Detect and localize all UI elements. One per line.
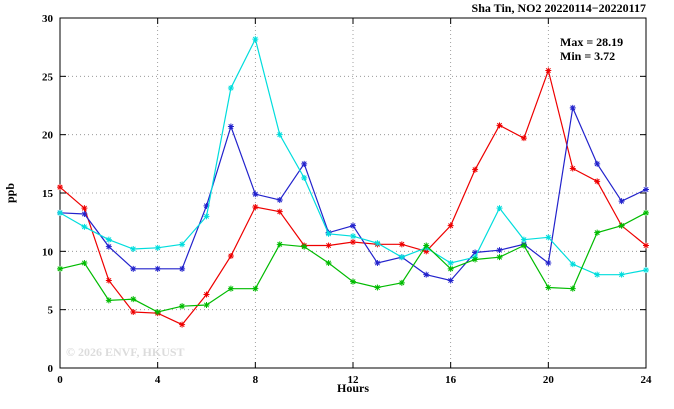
plot-border — [59, 17, 647, 369]
y-tick-label: 25 — [42, 71, 54, 83]
x-tick-label: 16 — [445, 374, 457, 386]
y-axis-label: ppb — [3, 183, 17, 203]
max-annotation: Max = 28.19 — [560, 35, 623, 49]
x-tick-label: 20 — [543, 374, 555, 386]
x-tick-label: 12 — [348, 374, 360, 386]
series-blue-points — [57, 104, 649, 284]
y-tick-label: 30 — [42, 13, 54, 25]
x-tick-label: 24 — [641, 374, 653, 386]
x-tick-label: 0 — [57, 374, 63, 386]
y-tick-label: 0 — [48, 363, 54, 375]
x-axis-label: Hours — [337, 381, 369, 395]
x-tick-label: 8 — [253, 374, 259, 386]
y-tick-label: 10 — [42, 246, 54, 258]
watermark: © 2026 ENVF, HKUST — [66, 345, 185, 359]
y-tick-label: 15 — [42, 188, 54, 200]
y-tick-label: 5 — [48, 305, 54, 317]
x-tick-label: 4 — [155, 374, 161, 386]
series-green-points — [57, 209, 649, 315]
x-grid-and-ticks: 0 4 8 12 16 20 24 — [57, 18, 652, 386]
plot-area: 0 4 8 12 16 20 24 0 5 10 15 20 25 30 — [42, 13, 652, 386]
y-tick-label: 20 — [42, 130, 54, 142]
y-grid-and-ticks: 0 5 10 15 20 25 30 — [42, 13, 646, 375]
chart-title: Sha Tin, NO2 20220114−20220117 — [472, 1, 646, 15]
series-cyan-points — [57, 36, 649, 278]
min-annotation: Min = 3.72 — [560, 49, 615, 63]
